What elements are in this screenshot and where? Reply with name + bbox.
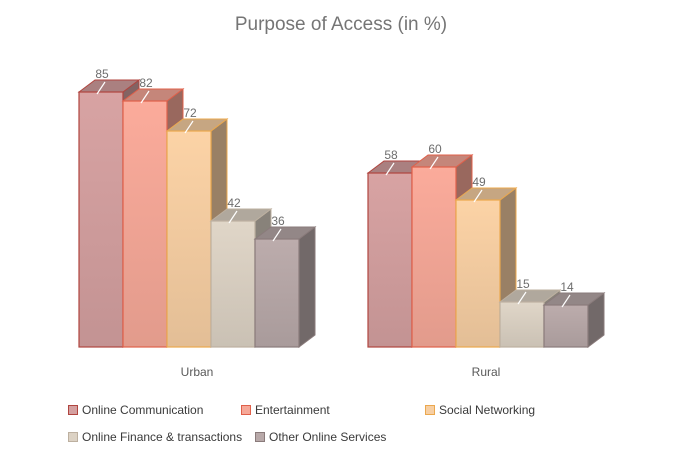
legend-item-online-communication: Online Communication xyxy=(68,403,241,417)
label-leader-entertainment-urban xyxy=(140,90,150,104)
label-leader-social-networking-urban xyxy=(184,120,194,134)
legend-item-other-online-services: Other Online Services xyxy=(255,430,415,444)
bar-entertainment-urban xyxy=(122,100,168,348)
bar-online-finance-transactions-urban xyxy=(210,220,256,348)
legend-swatch-online-communication xyxy=(68,404,78,415)
legend-label-online-communication: Online Communication xyxy=(82,402,204,417)
value-label-online-communication-urban: 85 xyxy=(95,67,109,81)
label-leader-online-communication-urban xyxy=(96,81,106,95)
label-leader-social-networking-rural xyxy=(473,189,483,203)
value-label-online-finance-transactions-rural: 15 xyxy=(516,277,530,291)
legend-swatch-social-networking xyxy=(425,404,435,415)
label-leader-online-finance-transactions-urban xyxy=(228,210,238,224)
bar-social-networking-urban xyxy=(166,130,212,348)
legend-swatch-online-finance-transactions xyxy=(68,431,78,442)
value-label-other-online-services-urban: 36 xyxy=(271,214,285,228)
bar-side-other-online-services-urban xyxy=(298,226,316,348)
label-leader-online-communication-rural xyxy=(385,162,395,176)
value-label-entertainment-rural: 60 xyxy=(428,142,442,156)
category-label-rural: Rural xyxy=(472,365,501,379)
value-label-online-communication-rural: 58 xyxy=(384,148,398,162)
legend-label-entertainment: Entertainment xyxy=(255,402,330,417)
legend-row-1: Online Communication Entertainment Social … xyxy=(68,396,628,423)
value-label-other-online-services-rural: 14 xyxy=(560,280,574,294)
label-leader-online-finance-transactions-rural xyxy=(517,291,527,305)
bar-other-online-services-rural xyxy=(543,304,589,348)
bar-online-communication-rural xyxy=(367,172,413,348)
legend-item-entertainment: Entertainment xyxy=(241,403,425,417)
label-leader-other-online-services-rural xyxy=(561,294,571,308)
legend-swatch-entertainment xyxy=(241,404,251,415)
legend-item-social-networking: Social Networking xyxy=(425,403,585,417)
label-leader-other-online-services-urban xyxy=(272,228,282,242)
value-label-online-finance-transactions-urban: 42 xyxy=(227,196,241,210)
legend-row-2: Online Finance & transactions Other Onlin… xyxy=(68,423,628,450)
legend-item-online-finance-transactions: Online Finance & transactions xyxy=(68,430,255,444)
legend-label-other-online-services: Other Online Services xyxy=(269,429,387,444)
bar-online-finance-transactions-rural xyxy=(499,301,545,348)
category-label-urban: Urban xyxy=(181,365,214,379)
bar-entertainment-rural xyxy=(411,166,457,348)
value-label-entertainment-urban: 82 xyxy=(139,76,153,90)
legend: Online Communication Entertainment Social … xyxy=(68,396,628,450)
plot-area: 85 82 72 42 36 Urban 58 60 49 15 14 Rural xyxy=(77,67,606,379)
chart-title: Purpose of Access (in %) xyxy=(234,14,448,35)
value-label-social-networking-urban: 72 xyxy=(183,106,197,120)
legend-swatch-other-online-services xyxy=(255,431,265,442)
bar-online-communication-urban xyxy=(78,91,124,348)
legend-label-social-networking: Social Networking xyxy=(439,402,536,417)
bar-social-networking-rural xyxy=(455,199,501,348)
bar-other-online-services-urban xyxy=(254,238,300,348)
legend-label-online-finance-transactions: Online Finance & transactions xyxy=(82,429,243,444)
value-label-social-networking-rural: 49 xyxy=(472,175,486,189)
label-leader-entertainment-rural xyxy=(429,156,439,170)
